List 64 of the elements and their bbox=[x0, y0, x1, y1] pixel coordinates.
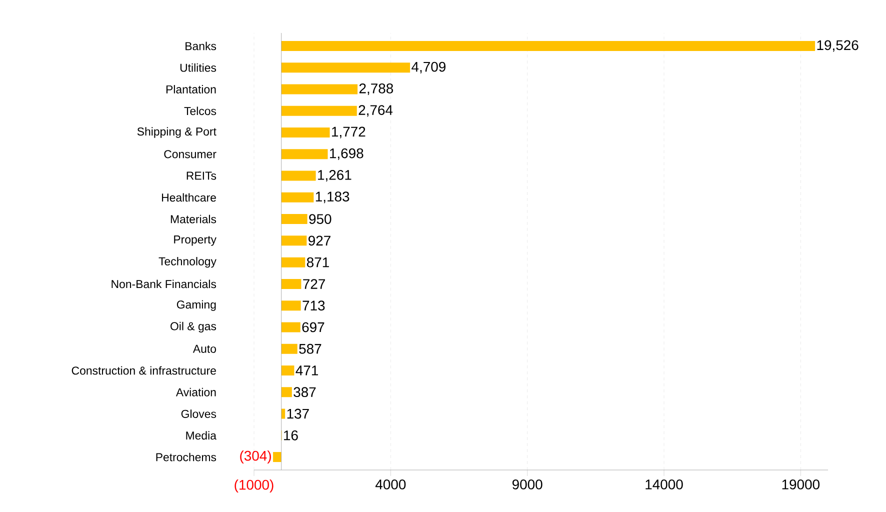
data-label: 871 bbox=[306, 257, 329, 268]
y-tick-label: Auto bbox=[192, 344, 216, 353]
y-tick-label: Healthcare bbox=[162, 193, 216, 202]
y-tick-label: REITs bbox=[186, 172, 216, 180]
y-tick-label: Banks bbox=[186, 42, 216, 50]
bar bbox=[281, 106, 357, 116]
data-label: 1,698 bbox=[330, 148, 364, 160]
x-tick-label: 4000 bbox=[375, 480, 406, 490]
data-label: (304) bbox=[240, 450, 271, 464]
data-label: 1,772 bbox=[332, 126, 366, 138]
x-tick-label: (1000) bbox=[234, 480, 274, 493]
y-tick-label: Media bbox=[186, 431, 216, 440]
bar bbox=[281, 257, 306, 268]
data-label: 1,261 bbox=[318, 170, 352, 182]
data-label: 950 bbox=[309, 214, 332, 224]
bar bbox=[281, 214, 308, 224]
data-label: 4,709 bbox=[412, 62, 446, 74]
bar bbox=[281, 40, 816, 51]
data-label: 927 bbox=[308, 236, 330, 246]
data-label: 2,788 bbox=[359, 83, 394, 95]
data-label: 387 bbox=[294, 387, 316, 398]
bar bbox=[281, 408, 286, 419]
bar bbox=[281, 62, 410, 73]
y-tick-label: Utilities bbox=[180, 63, 216, 72]
y-tick-label: Non-Bank Financials bbox=[112, 280, 216, 288]
bar bbox=[273, 452, 282, 462]
y-tick-label: Oil & gas bbox=[170, 322, 216, 333]
y-tick-label: Petrochems bbox=[156, 452, 216, 462]
data-label: 2,764 bbox=[358, 105, 393, 117]
y-tick-label: Aviation bbox=[176, 388, 216, 396]
x-tick-label: 19000 bbox=[782, 480, 820, 490]
bar bbox=[281, 278, 302, 289]
bar bbox=[281, 149, 328, 160]
data-label: 587 bbox=[299, 344, 322, 354]
y-tick-label: Construction & infrastructure bbox=[72, 366, 216, 375]
data-label: 19,526 bbox=[817, 40, 858, 52]
bar bbox=[281, 192, 314, 202]
y-tick-label: Materials bbox=[170, 214, 216, 224]
bar bbox=[281, 300, 301, 311]
y-tick-label: Property bbox=[174, 236, 216, 246]
y-tick-label: Plantation bbox=[166, 85, 216, 94]
y-tick-label: Gloves bbox=[181, 410, 216, 418]
data-label: 727 bbox=[303, 279, 325, 289]
data-label: 16 bbox=[284, 430, 298, 440]
bar bbox=[281, 322, 300, 332]
y-tick-label: Technology bbox=[158, 256, 216, 268]
bar bbox=[281, 387, 292, 398]
x-tick-label: 14000 bbox=[646, 480, 683, 490]
bar bbox=[281, 344, 298, 354]
data-label: 697 bbox=[302, 322, 324, 332]
y-tick-label: Telcos bbox=[184, 106, 216, 116]
data-label: 713 bbox=[302, 300, 325, 311]
data-label: 137 bbox=[287, 408, 309, 419]
y-tick-label: Shipping & Port bbox=[137, 127, 216, 138]
bar bbox=[281, 128, 330, 138]
x-tick-label: 9000 bbox=[512, 480, 542, 490]
data-label: 1,183 bbox=[316, 192, 350, 204]
y-tick-label: Gaming bbox=[176, 300, 216, 311]
bar bbox=[281, 170, 316, 181]
bar bbox=[281, 365, 294, 376]
data-label: 471 bbox=[296, 366, 318, 376]
y-tick-label: Consumer bbox=[164, 150, 216, 158]
bar bbox=[281, 84, 358, 94]
bar bbox=[281, 236, 307, 246]
